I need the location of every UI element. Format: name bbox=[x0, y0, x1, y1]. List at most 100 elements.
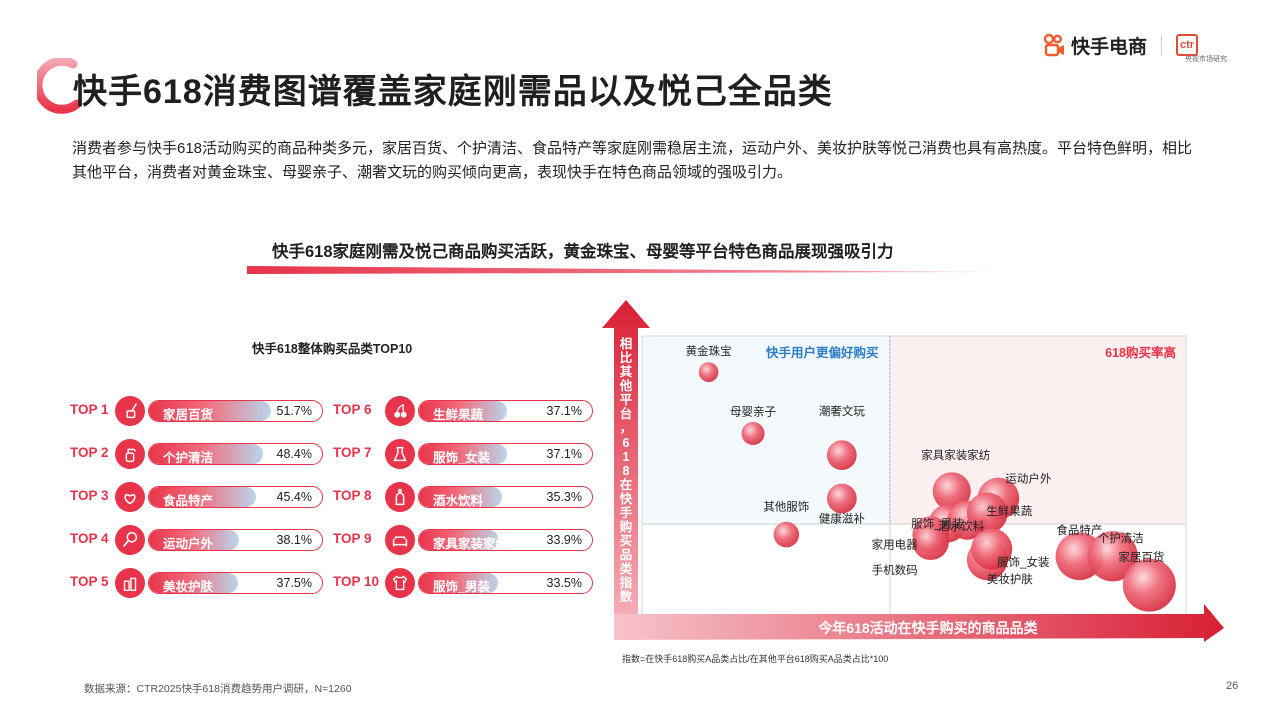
top10-value: 45.4% bbox=[276, 490, 312, 504]
top10-rank: TOP 4 bbox=[70, 531, 109, 546]
top10-bar: 家居百货 51.7% bbox=[148, 400, 323, 422]
top10-bar-fill bbox=[149, 487, 256, 507]
top10-bar: 运动户外 38.1% bbox=[148, 529, 323, 551]
chart-footnote: 指数=在快手618购买A品类占比/在其他平台618购买A品类占比*100 bbox=[622, 654, 889, 664]
y-axis-label-char: ， bbox=[620, 421, 633, 435]
y-axis-label-char: 买 bbox=[620, 534, 633, 548]
bubble-chart: 快手用户更偏好购买 618购买率高 今年618活动在快手购买的商品品类 相比其他… bbox=[602, 300, 1224, 642]
top10-label: 个护清洁 bbox=[163, 451, 214, 465]
pretzel-icon bbox=[115, 482, 145, 512]
top10-value: 37.1% bbox=[546, 447, 582, 461]
bubble-point bbox=[971, 528, 1013, 570]
bubble-point bbox=[826, 440, 857, 471]
racket-icon bbox=[115, 525, 145, 555]
y-axis-label-char: 他 bbox=[619, 378, 633, 393]
quadrant-label-right: 618购买率高 bbox=[1105, 345, 1176, 360]
top10-bar-fill bbox=[419, 573, 498, 593]
section-title: 快手618家庭刚需及悦己商品购买活跃，黄金珠宝、母婴等平台特色商品展现强吸引力 bbox=[272, 243, 894, 261]
x-axis-label: 今年618活动在快手购买的商品品类 bbox=[817, 620, 1038, 636]
bubble-label: 手机数码 bbox=[872, 563, 918, 577]
top10-rank: TOP 7 bbox=[333, 445, 372, 460]
bubble-label: 食品特产 bbox=[1056, 523, 1102, 537]
bubble-label: 服饰_男装 bbox=[911, 517, 964, 531]
top10-bar: 生鲜果蔬 37.1% bbox=[418, 400, 593, 422]
top10-bar: 个护清洁 48.4% bbox=[148, 443, 323, 465]
top10-rank: TOP 1 bbox=[70, 402, 109, 417]
y-axis-arrow bbox=[602, 300, 650, 640]
top10-rank: TOP 2 bbox=[70, 445, 109, 460]
y-axis-label-char: 平 bbox=[620, 393, 633, 407]
bubble-label: 家居百货 bbox=[1118, 550, 1164, 564]
logo-divider bbox=[1161, 35, 1163, 55]
page-title: 快手618消费图谱覆盖家庭刚需品以及悦己全品类 bbox=[73, 73, 833, 111]
y-axis-label-char: 在 bbox=[620, 477, 633, 492]
top10-value: 37.5% bbox=[276, 576, 312, 590]
top10-value: 38.1% bbox=[276, 533, 312, 547]
ctr-caption: 央视市场研究 bbox=[1185, 56, 1227, 63]
bubble-point bbox=[826, 483, 857, 514]
top10-value: 33.9% bbox=[546, 533, 582, 547]
bubble-label: 黄金珠宝 bbox=[686, 344, 732, 358]
top10-bar-fill bbox=[149, 573, 238, 593]
bubble-label: 酒水饮料 bbox=[938, 519, 984, 533]
logo-text: 快手电商 bbox=[1071, 36, 1148, 58]
top10-value: 51.7% bbox=[276, 404, 312, 418]
y-axis-label-char: 6 bbox=[623, 436, 630, 450]
bottle-icon bbox=[385, 482, 415, 512]
top10-bar-fill bbox=[149, 444, 263, 464]
top10-bar-fill bbox=[149, 401, 271, 421]
top10-bar: 家具家装家纺 33.9% bbox=[418, 529, 593, 551]
bubble-label: 母婴亲子 bbox=[730, 404, 776, 418]
y-axis-label-char: 其 bbox=[620, 364, 633, 379]
top10-label: 生鲜果蔬 bbox=[433, 408, 484, 422]
bubble-point bbox=[932, 472, 971, 511]
bubble-label: 运动户外 bbox=[1005, 471, 1051, 485]
y-axis-label-char: 比 bbox=[620, 350, 633, 365]
bubble-label: 其他服饰 bbox=[763, 500, 809, 514]
bubble-label: 生鲜果蔬 bbox=[986, 504, 1032, 518]
bubble-label: 家具家装家纺 bbox=[921, 448, 990, 462]
y-axis-label-char: 8 bbox=[623, 464, 630, 478]
bubble-point bbox=[966, 492, 1008, 534]
bubble-label: 健康滋补 bbox=[819, 511, 865, 525]
top10-bar: 服饰_男装 33.5% bbox=[418, 572, 593, 594]
x-axis-arrow bbox=[614, 604, 1224, 642]
sofa-icon bbox=[385, 525, 415, 555]
cosmetics-icon bbox=[115, 568, 145, 598]
y-axis-label-char: 数 bbox=[619, 589, 633, 604]
top10-value: 37.1% bbox=[546, 404, 582, 418]
bubble-label: 潮奢文玩 bbox=[819, 404, 865, 418]
bubble-label: 服饰_女装 bbox=[997, 555, 1050, 569]
y-axis-label-char: 相 bbox=[620, 336, 633, 351]
y-axis-label-char: 品 bbox=[620, 548, 633, 562]
shirt-icon bbox=[385, 568, 415, 598]
y-axis-label-char: 指 bbox=[620, 575, 633, 590]
top10-bar-fill bbox=[149, 530, 239, 550]
intro-paragraph: 消费者参与快手618活动购买的商品种类多元，家居百货、个护清洁、食品特产等家庭刚… bbox=[72, 140, 1193, 181]
kuaishou-logo-icon bbox=[1043, 33, 1064, 57]
top10-rank: TOP 5 bbox=[70, 574, 109, 589]
y-axis-label: 相比其他平台， 6 1 8 在快手购买品类指数 bbox=[619, 336, 633, 604]
top10-bar: 美妆护肤 37.5% bbox=[148, 572, 323, 594]
title-decoration bbox=[37, 58, 81, 114]
page-number: 26 bbox=[1226, 680, 1239, 692]
bubble-point bbox=[912, 523, 949, 561]
bubble-label: 个护清洁 bbox=[1098, 531, 1144, 545]
top10-label: 服饰_男装 bbox=[433, 580, 490, 594]
header-logos: 快手电商 ctr bbox=[1042, 30, 1199, 60]
top10-label: 酒水饮料 bbox=[433, 494, 484, 508]
top10-label: 服饰_女装 bbox=[433, 451, 490, 465]
bubble-label: 美妆护肤 bbox=[987, 572, 1033, 586]
top10-bar: 食品特产 45.4% bbox=[148, 486, 323, 508]
bubble-label: 家用电器 bbox=[872, 538, 918, 552]
y-axis-label-char: 1 bbox=[623, 450, 630, 464]
top10-bar: 服饰_女装 37.1% bbox=[418, 443, 593, 465]
top10-value: 33.5% bbox=[546, 576, 582, 590]
top10-label: 食品特产 bbox=[163, 494, 214, 508]
y-axis-label-char: 类 bbox=[620, 561, 633, 576]
top10-bar-fill bbox=[419, 530, 499, 550]
y-axis-label-char: 台 bbox=[620, 406, 633, 421]
y-axis-label-char: 购 bbox=[620, 519, 633, 534]
dress-icon bbox=[385, 439, 415, 469]
